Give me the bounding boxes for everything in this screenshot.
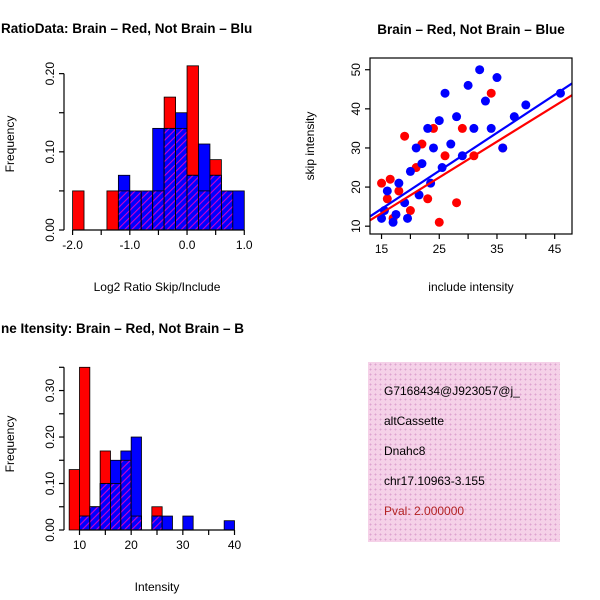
svg-text:0.10: 0.10 [43, 472, 57, 496]
svg-text:0.00: 0.00 [43, 518, 57, 542]
svg-text:15: 15 [375, 242, 389, 256]
svg-text:40: 40 [228, 538, 242, 552]
svg-text:40: 40 [349, 102, 363, 116]
svg-text:Brain – Red, Not Brain – Blue: Brain – Red, Not Brain – Blue [377, 22, 565, 37]
event-id: G7168434@J923057@j_ [384, 384, 520, 398]
svg-text:RatioData: Brain – Red, Not Br: RatioData: Brain – Red, Not Brain – Blu [1, 21, 252, 36]
svg-text:45: 45 [548, 242, 562, 256]
svg-text:0.30: 0.30 [43, 379, 57, 403]
svg-text:-1.0: -1.0 [119, 238, 140, 252]
svg-text:Frequency: Frequency [3, 416, 17, 473]
svg-text:Log2 Ratio Skip/Include: Log2 Ratio Skip/Include [94, 280, 221, 294]
svg-text:0.20: 0.20 [43, 62, 57, 86]
panel-ratio-histogram: -2.0 -1.0 0.0 1.0 0.00 0.10 0.20 RatioData: Bra… [0, 0, 300, 300]
intensity-scatter-plot: 15 25 35 45 10 20 30 40 50 Brain – Red, Not Brain… [303, 22, 573, 294]
svg-text:10: 10 [349, 219, 363, 233]
panel-event-info: G7168434@J923057@j_ altCassette Dnahc8 c… [300, 300, 600, 600]
panel-intensity-scatter: 15 25 35 45 10 20 30 40 50 Brain – Red, Not Brain… [300, 0, 600, 300]
svg-text:ne Itensity: Brain – Red, Not: ne Itensity: Brain – Red, Not Brain – B [1, 321, 244, 336]
ratio-histogram-plot: -2.0 -1.0 0.0 1.0 0.00 0.10 0.20 RatioData: Bra… [1, 21, 253, 294]
svg-text:35: 35 [490, 242, 504, 256]
intensity-histogram-plot: 10 20 30 40 0.00 0.10 0.20 0.30 ne Itensity: Bra… [1, 321, 244, 594]
svg-text:Intensity: Intensity [135, 580, 180, 594]
svg-text:Frequency: Frequency [3, 116, 17, 173]
event-info-box: G7168434@J923057@j_ altCassette Dnahc8 c… [368, 362, 560, 542]
genomic-location: chr17.10963-3.155 [384, 474, 485, 488]
svg-text:0.0: 0.0 [179, 238, 196, 252]
svg-text:50: 50 [349, 63, 363, 77]
event-type: altCassette [384, 414, 445, 428]
svg-text:include intensity: include intensity [428, 280, 513, 294]
svg-text:-2.0: -2.0 [62, 238, 83, 252]
svg-text:skip intensity: skip intensity [303, 112, 317, 181]
svg-text:30: 30 [176, 538, 190, 552]
svg-text:0.00: 0.00 [43, 218, 57, 242]
svg-text:20: 20 [349, 180, 363, 194]
panel-intensity-histogram: 10 20 30 40 0.00 0.10 0.20 0.30 ne Itensity: Bra… [0, 300, 300, 600]
svg-text:1.0: 1.0 [236, 238, 253, 252]
gene-name: Dnahc8 [384, 444, 426, 458]
svg-text:30: 30 [349, 141, 363, 155]
svg-text:0.10: 0.10 [43, 140, 57, 164]
svg-text:0.20: 0.20 [43, 425, 57, 449]
svg-text:20: 20 [124, 538, 138, 552]
pval-text: Pval: 2.000000 [384, 504, 465, 518]
svg-text:25: 25 [433, 242, 447, 256]
svg-text:10: 10 [73, 538, 87, 552]
